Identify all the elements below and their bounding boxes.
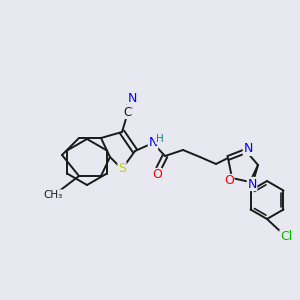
Text: S: S [118,163,126,176]
Text: N: N [247,178,257,190]
Text: H: H [156,134,164,144]
Text: C: C [124,106,132,118]
Text: O: O [152,169,162,182]
Text: N: N [127,92,137,106]
Text: CH₃: CH₃ [44,190,63,200]
Text: O: O [224,175,234,188]
Text: Cl: Cl [280,230,292,244]
Text: N: N [243,142,253,155]
Text: N: N [148,136,158,149]
